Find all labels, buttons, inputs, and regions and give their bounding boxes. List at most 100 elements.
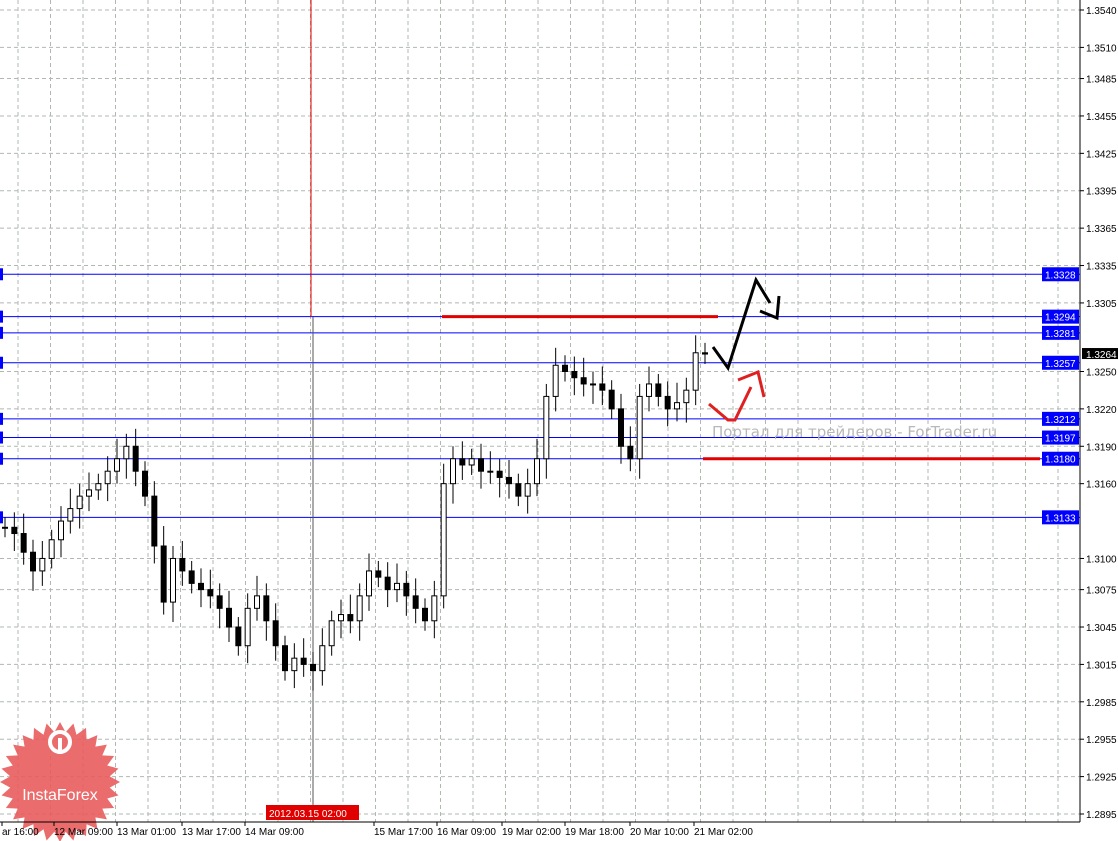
level-tag — [1042, 325, 1079, 340]
x-tick-label: 15 Mar 17:00 — [374, 827, 433, 838]
candle-body — [347, 614, 354, 622]
candle-body — [702, 352, 708, 355]
price-axis[interactable]: 1.3540 1.3510 1.3485 1.3455 1.3425 1.3395 1.33… — [1080, 6, 1117, 821]
candle-body — [440, 483, 447, 597]
candle-body — [30, 551, 36, 572]
level-tag-label: 1.3257 — [1045, 359, 1076, 370]
level-handle — [0, 310, 3, 323]
svg-text:1.3264: 1.3264 — [1086, 350, 1117, 361]
candle-body — [562, 364, 568, 372]
candle-body — [188, 570, 195, 584]
candle-body — [86, 489, 92, 497]
candles — [2, 335, 708, 691]
red-segments — [442, 315, 1040, 461]
level-handle — [0, 511, 3, 524]
candle-body — [384, 576, 391, 591]
y-tick-label: 1.3100 — [1086, 554, 1117, 565]
candle-body — [272, 620, 279, 647]
y-tick-label: 1.3335 — [1086, 262, 1117, 273]
forecast-arrow-black — [711, 276, 772, 372]
candle-body — [198, 582, 204, 591]
candle-body — [160, 545, 167, 603]
x-tick-label: ar 16:00 — [2, 827, 39, 838]
candle-body — [291, 657, 298, 672]
candle-body — [123, 445, 130, 460]
candle-body — [496, 470, 503, 478]
svg-text:InstaForex: InstaForex — [22, 787, 98, 804]
candle-body — [590, 383, 596, 386]
candle-body — [534, 458, 540, 485]
x-tick-label: 14 Mar 09:00 — [245, 827, 304, 838]
level-tag-label: 1.3294 — [1045, 313, 1076, 324]
candle-body — [664, 395, 671, 410]
candle-body — [468, 458, 475, 466]
candle-body — [319, 645, 326, 672]
y-tick-label: 1.3485 — [1086, 75, 1117, 86]
candle-body — [683, 389, 690, 404]
candle-body — [11, 526, 18, 535]
candle-body — [282, 645, 288, 672]
y-tick-label: 1.3395 — [1086, 187, 1117, 198]
level-handle — [0, 356, 3, 369]
candle-body — [478, 458, 484, 472]
x-tick-label: 16 Mar 09:00 — [437, 827, 496, 838]
grid — [0, 0, 1080, 822]
candle-body — [636, 395, 643, 460]
candle-body — [244, 607, 251, 647]
candle-body — [226, 607, 232, 628]
svg-text:2012.03.15 02:00: 2012.03.15 02:00 — [269, 809, 347, 820]
x-tick-label: 19 Mar 02:00 — [502, 827, 561, 838]
candle-body — [338, 614, 344, 622]
candle-body — [179, 557, 186, 572]
y-tick-label: 1.3160 — [1086, 480, 1117, 491]
level-handle — [0, 452, 3, 465]
candle-body — [431, 595, 438, 622]
candle-body — [254, 595, 260, 609]
candle-body — [132, 445, 139, 472]
candle-body — [450, 458, 456, 485]
candle-body — [216, 595, 223, 609]
candle-body — [655, 383, 662, 397]
y-tick-label: 1.2925 — [1086, 773, 1117, 784]
candle-body — [235, 626, 242, 647]
level-tag — [1042, 267, 1079, 282]
candle-body — [646, 383, 652, 397]
y-tick-label: 1.3045 — [1086, 623, 1117, 634]
candle-body — [580, 377, 587, 385]
candle-body — [104, 470, 111, 485]
current-price-tag: 1.3264 — [1082, 348, 1118, 361]
candle-body — [571, 370, 578, 379]
candle-body — [422, 607, 428, 622]
level-handle — [0, 326, 3, 339]
y-tick-label: 1.3075 — [1086, 586, 1117, 597]
candle-body — [20, 533, 27, 553]
candle-body — [48, 539, 55, 559]
watermark: Портал для трейдеров - ForTrader.ru — [712, 423, 997, 441]
level-tag-label: 1.3197 — [1045, 434, 1076, 445]
candle-body — [618, 408, 624, 447]
y-tick-label: 1.3425 — [1086, 149, 1117, 160]
y-tick-label: 1.3455 — [1086, 112, 1117, 123]
y-tick-label: 1.2895 — [1086, 810, 1117, 821]
y-tick-label: 1.3365 — [1086, 224, 1117, 235]
time-axis[interactable]: ar 16:00 12 Mar 09:00 13 Mar 01:00 13 Mar 1… — [1, 822, 753, 838]
level-tag-label: 1.3328 — [1045, 270, 1076, 281]
candle-body — [39, 557, 46, 572]
candle-body — [142, 470, 148, 497]
level-handle — [0, 431, 3, 444]
candle-body — [608, 389, 615, 410]
level-tag — [1042, 309, 1079, 324]
y-tick-label: 1.2955 — [1086, 735, 1117, 746]
x-tick-label: 19 Mar 18:00 — [565, 827, 624, 838]
candle-body — [552, 364, 559, 397]
candle-body — [76, 495, 83, 510]
candle-body — [515, 483, 522, 497]
x-tick-label: 20 Mar 10:00 — [630, 827, 689, 838]
y-tick-label: 1.3250 — [1086, 367, 1117, 378]
level-tag-label: 1.3281 — [1045, 329, 1076, 340]
candle-body — [114, 458, 120, 472]
candle-body — [487, 470, 494, 473]
x-tick-label: 21 Mar 02:00 — [694, 827, 753, 838]
candle-body — [543, 395, 550, 460]
